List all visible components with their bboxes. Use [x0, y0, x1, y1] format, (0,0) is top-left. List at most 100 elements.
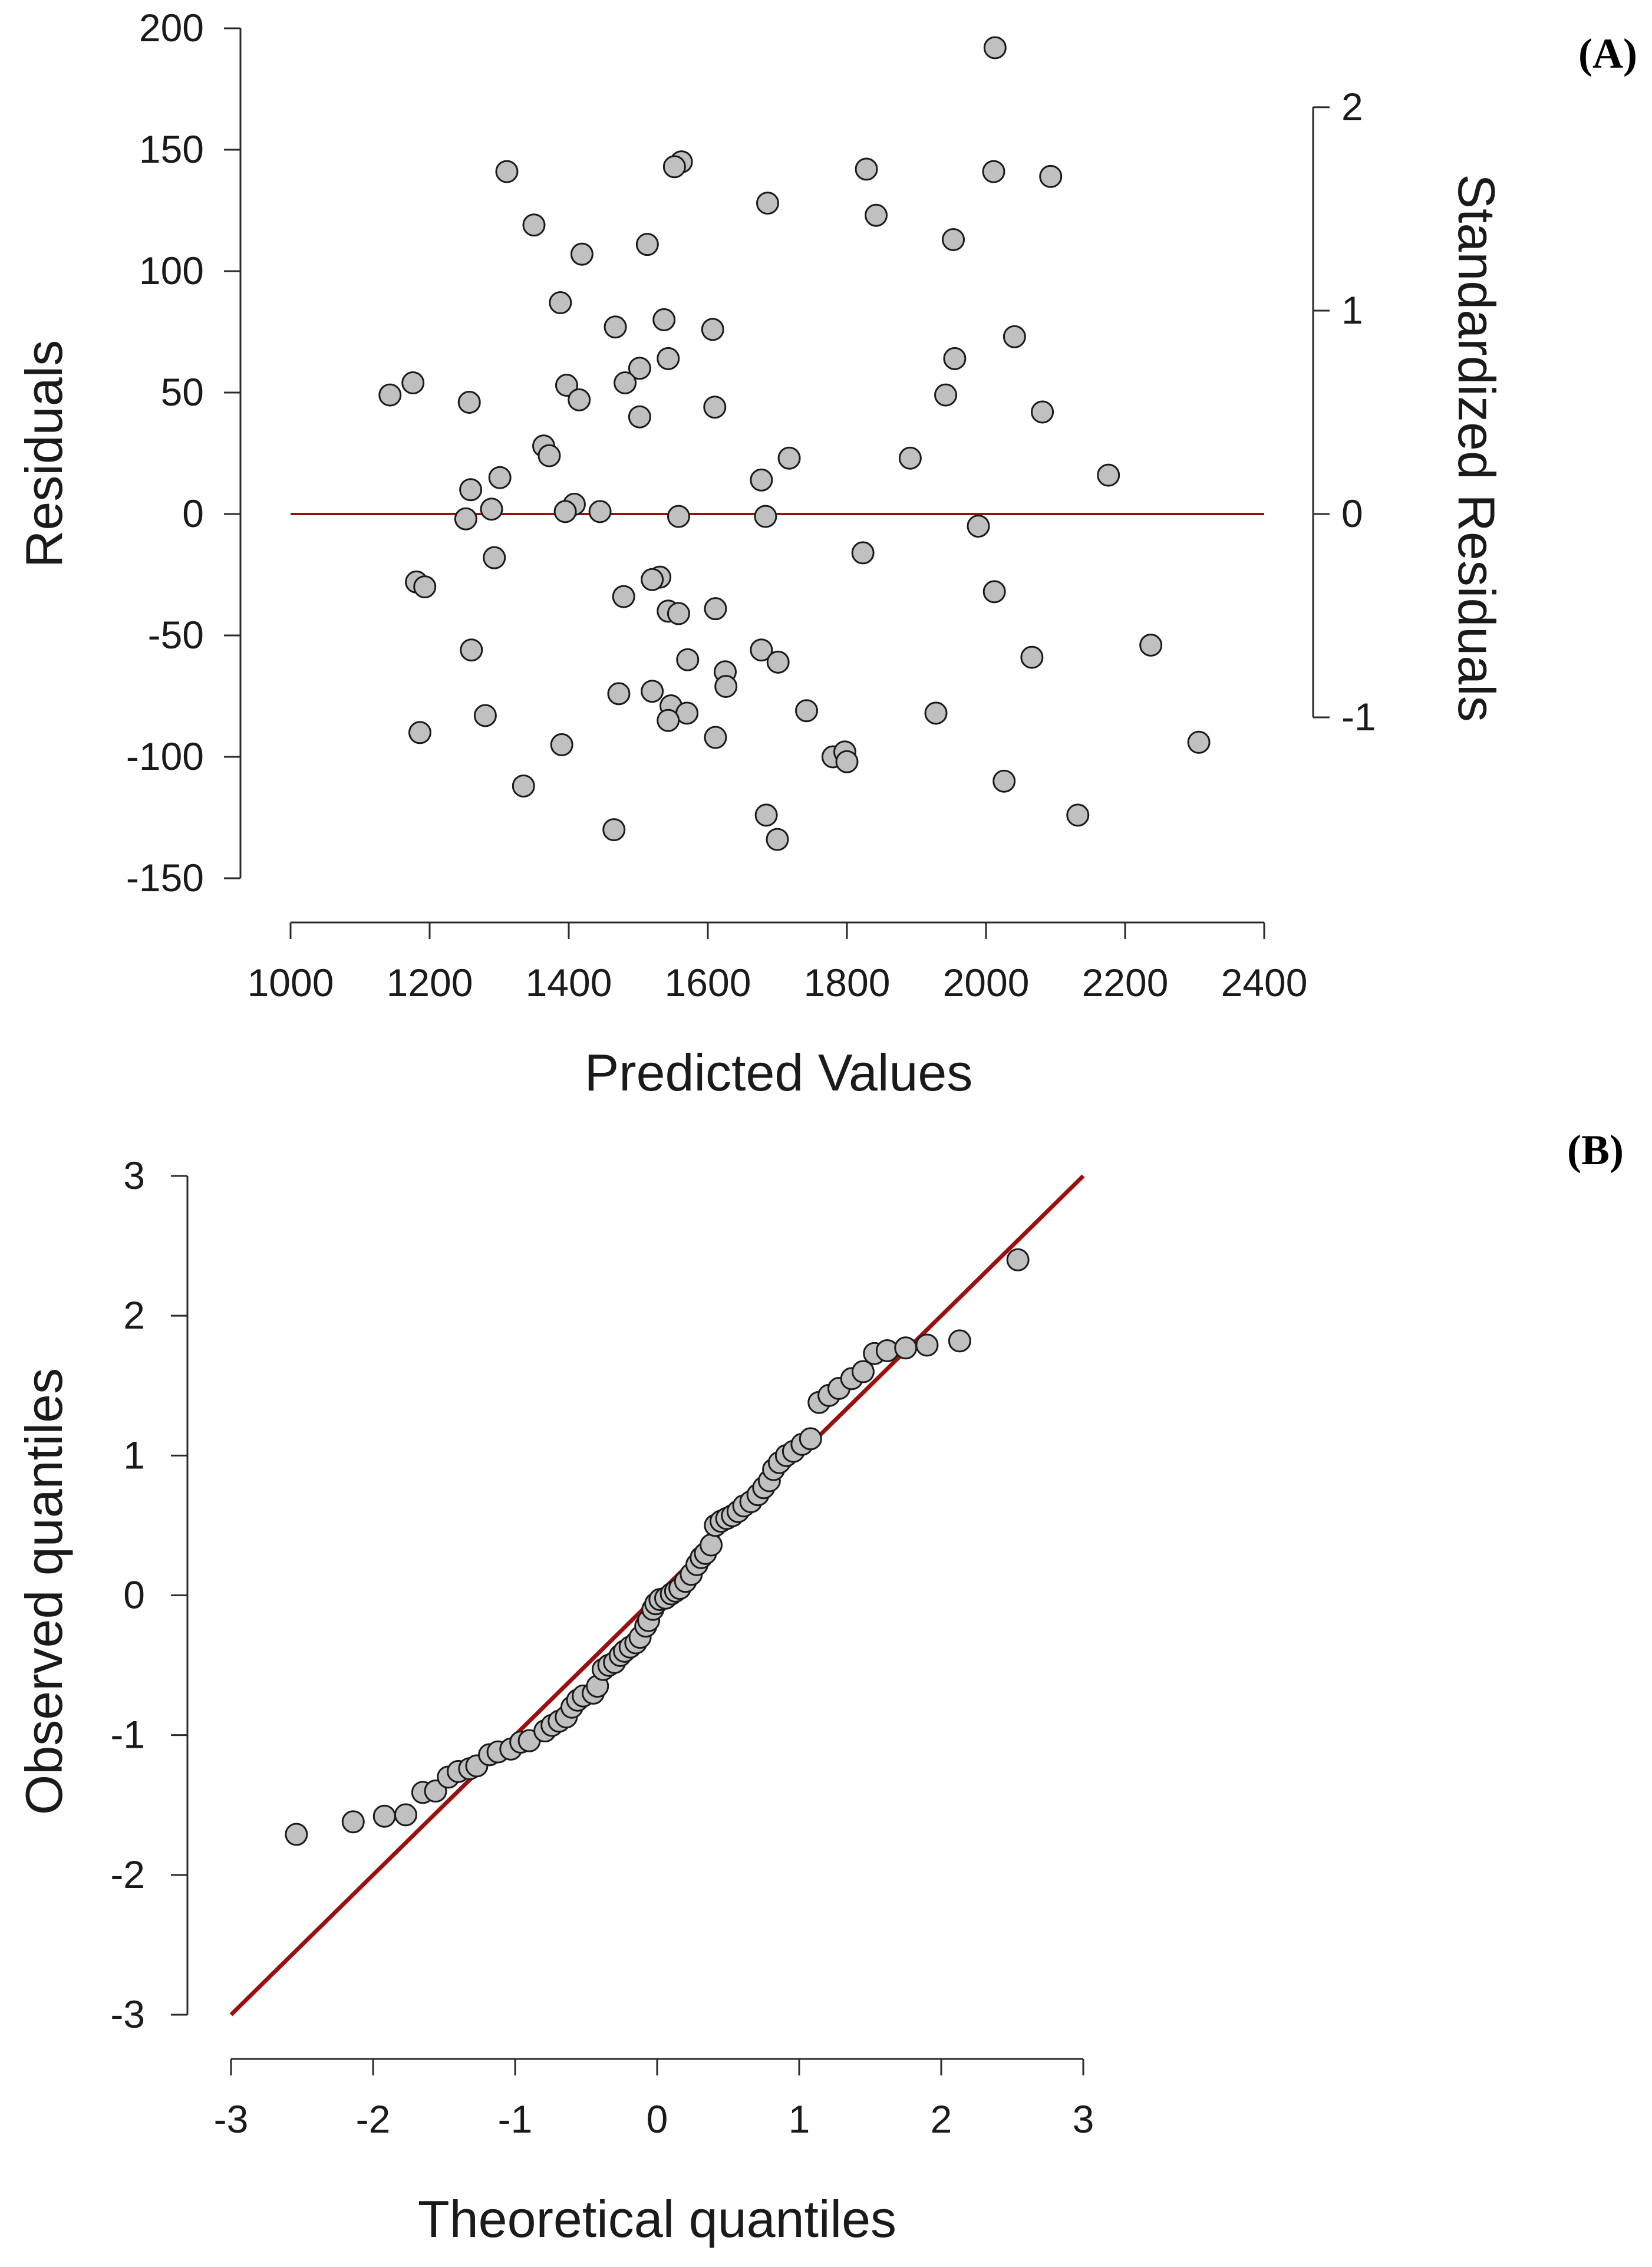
panel-a-data-point [934, 383, 958, 407]
panel-a-y-tick-label: -100 [126, 734, 204, 778]
panel-a-data-point [538, 444, 561, 467]
panel-a-data-point [851, 541, 875, 565]
panel-a-y2-tick-label: -1 [1341, 695, 1376, 739]
panel-a-data-point [942, 228, 965, 251]
panel-a-data-point [652, 308, 676, 331]
panel-b-x-tick-label: -2 [356, 2097, 391, 2141]
panel-a-data-point [704, 726, 727, 749]
panel-b-y-axis-title: Observed quantiles [15, 1368, 73, 1815]
panel-a-data-point [457, 390, 481, 414]
panel-a-data-point [982, 580, 1006, 604]
panel-a-y-tick-label: 150 [139, 127, 204, 171]
panel-a-y-tick-label: -150 [126, 856, 204, 899]
panel-a-data-point [1031, 400, 1054, 424]
panel-b-data-point [851, 1360, 875, 1383]
panel-b-x-tick-label: 0 [647, 2097, 668, 2141]
panel-b-data-point [799, 1427, 822, 1451]
panel-a-x-tick-label: 2200 [1082, 961, 1169, 1004]
panel-a-data-point [480, 497, 503, 521]
panel-a-y2-tick-label: 0 [1341, 492, 1363, 535]
panel-a-data-point [1020, 645, 1044, 669]
panel-a-data-point [750, 638, 773, 662]
panel-a-data-point [512, 774, 535, 798]
panel-a-data-point [635, 233, 659, 256]
panel-a-data-point [667, 602, 690, 625]
panel-b-y-tick-label: 3 [123, 1154, 145, 1197]
panel-a-data-point [714, 675, 738, 698]
panel-a-y-tick-label: 0 [182, 492, 204, 535]
panel-a-data-point [982, 160, 1005, 183]
panel-a-data-point [612, 585, 635, 608]
panel-b-qq-plot: (B) Theoretical quantiles Observed quant… [15, 1126, 1624, 2248]
panel-b-x-axis-title: Theoretical quantiles [418, 2190, 896, 2248]
panel-b-y-tick-label: -2 [110, 1853, 145, 1896]
panel-a-data-point [835, 750, 859, 773]
panel-a-data-point [754, 803, 778, 827]
panel-a-data-point [550, 733, 573, 756]
panel-b-x-tick-label: -1 [498, 2097, 533, 2141]
panel-b-data-point [700, 1533, 723, 1557]
panel-a-y2-tick-label: 1 [1341, 288, 1363, 332]
panel-a-data-point [568, 388, 591, 411]
panel-a-data-point [602, 818, 626, 842]
panel-a-data-point [614, 371, 637, 395]
panel-a-data-point [967, 515, 990, 538]
panel-a-x-tick-label: 1400 [526, 961, 612, 1004]
panel-a-data-point [570, 242, 593, 266]
panel-a-data-point [488, 466, 512, 489]
panel-a-data-point [662, 155, 686, 179]
panel-a-data-point [378, 383, 402, 407]
panel-b-x-tick-label: 3 [1073, 2097, 1094, 2141]
panel-a-data-point [553, 500, 577, 523]
panel-a-data-point [676, 648, 700, 671]
panel-b-data-point [1006, 1248, 1030, 1271]
panel-a-data-point [667, 505, 690, 528]
panel-b-y-tick-label: 2 [123, 1293, 145, 1337]
panel-a-data-point [704, 597, 727, 621]
panel-a-data-point [408, 721, 431, 744]
panel-b-y-tick-label: 0 [123, 1573, 145, 1617]
panel-a-data-point [924, 701, 948, 725]
panel-a-data-point [754, 505, 777, 528]
panel-a-y2-axis-title: Standardized Residuals [1447, 174, 1506, 721]
panel-a-data-point [628, 357, 651, 380]
panel-a-data-point [1097, 463, 1120, 487]
panel-a-y-tick-label: 100 [139, 249, 204, 292]
panel-a-y-tick-label: 200 [139, 6, 204, 50]
panel-a-data-point [588, 500, 612, 523]
panel-a-data-point [657, 347, 680, 370]
panel-b-y-tick-label: -3 [110, 1992, 145, 2036]
panel-a-data-point [1139, 633, 1163, 657]
panel-a-data-point [473, 704, 497, 727]
panel-b-label: (B) [1567, 1126, 1624, 1174]
panel-a-data-point [795, 699, 819, 723]
panel-a-y-tick-label: -50 [148, 613, 204, 657]
panel-a-data-point [483, 546, 506, 569]
panel-b-data-point [948, 1329, 971, 1353]
panel-a-data-point [1039, 164, 1063, 188]
panel-b-x-tick-label: 1 [789, 2097, 810, 2141]
panel-a-data-point [766, 650, 790, 674]
panel-a-label: (A) [1578, 30, 1637, 77]
panel-a-data-point [604, 315, 627, 339]
panel-a-data-point [657, 709, 680, 732]
panel-a-x-axis-title: Predicted Values [585, 1043, 973, 1102]
panel-a-data-point [454, 507, 477, 530]
panel-a-data-point [628, 405, 651, 429]
panel-a-data-point [750, 468, 773, 492]
panel-a-data-point [460, 638, 483, 662]
panel-a-data-point [413, 575, 437, 599]
panel-a-y2-tick-label: 2 [1341, 85, 1363, 128]
panel-a-data-point [756, 192, 779, 215]
panel-b-data-point [341, 1810, 365, 1834]
panel-a-data-point [522, 213, 546, 237]
panel-b-x-tick-label: -3 [214, 2097, 249, 2141]
panel-b-data-point [915, 1333, 939, 1357]
panel-a-data-point [766, 828, 789, 851]
panel-a-x-tick-label: 2400 [1221, 961, 1308, 1004]
panel-a-data-point [777, 446, 801, 470]
panel-a-data-point [401, 371, 425, 395]
panel-a-x-tick-label: 1800 [804, 961, 891, 1004]
panel-b-y-tick-label: 1 [123, 1433, 145, 1477]
